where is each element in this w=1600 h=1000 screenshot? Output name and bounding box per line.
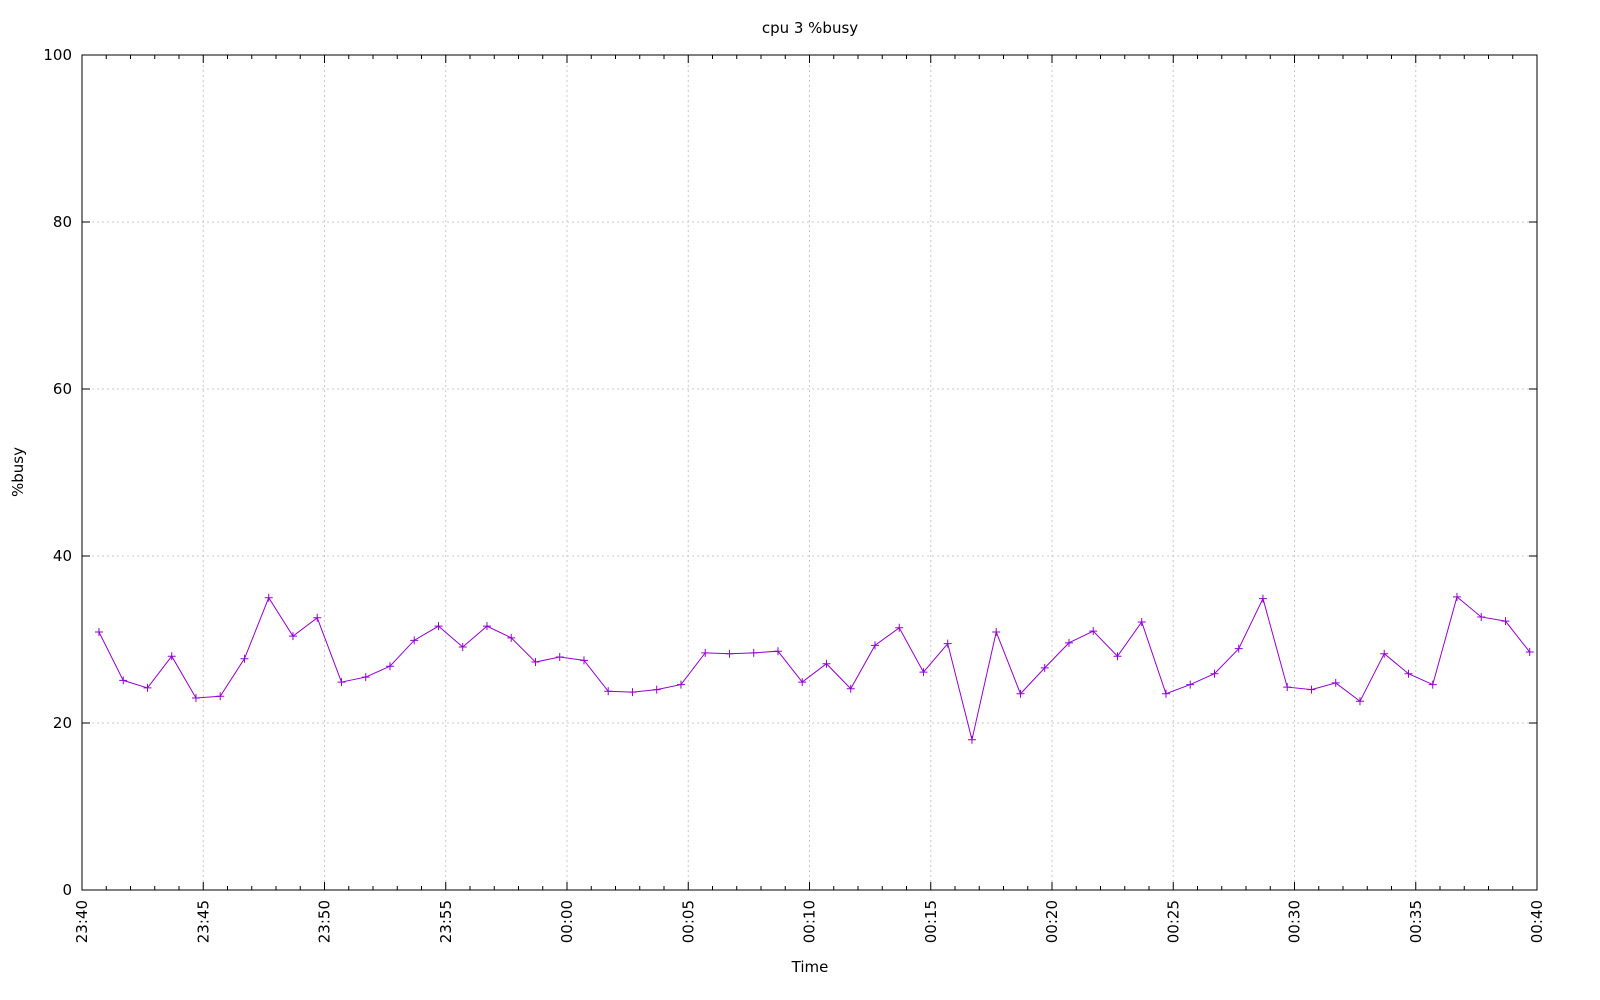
data-point — [895, 623, 904, 632]
data-point — [555, 653, 564, 662]
y-tick-label: 0 — [62, 881, 72, 899]
data-point — [264, 593, 273, 602]
data-point — [94, 627, 103, 636]
x-tick-label: 00:15 — [922, 900, 940, 943]
data-point — [1501, 617, 1510, 626]
x-tick-label: 23:45 — [194, 900, 212, 943]
data-point — [1064, 638, 1073, 647]
data-point — [410, 636, 419, 645]
data-point — [992, 627, 1001, 636]
data-point — [1016, 689, 1025, 698]
data-point — [458, 643, 467, 652]
data-point — [676, 680, 685, 689]
plot-frame — [81, 54, 1538, 891]
data-point — [1404, 669, 1413, 678]
data-point — [846, 684, 855, 693]
data-point — [119, 676, 128, 685]
data-point — [919, 668, 928, 677]
x-tick-label: 00:00 — [558, 900, 576, 943]
data-point — [361, 673, 370, 682]
x-tick-label: 00:10 — [801, 900, 819, 943]
data-point — [1307, 685, 1316, 694]
data-point — [628, 688, 637, 697]
data-point — [1331, 678, 1340, 687]
data-point — [240, 654, 249, 663]
x-tick-label: 23:40 — [73, 900, 91, 943]
data-point — [1210, 669, 1219, 678]
data-point — [507, 633, 516, 642]
data-point — [434, 622, 443, 631]
data-point — [604, 687, 613, 696]
data-point — [1186, 680, 1195, 689]
data-point — [701, 648, 710, 657]
data-point — [313, 613, 322, 622]
data-point — [1428, 680, 1437, 689]
data-point — [482, 622, 491, 631]
data-point — [1525, 648, 1534, 657]
data-point — [1283, 683, 1292, 692]
y-tick-label: 80 — [53, 213, 72, 231]
x-tick-label: 00:30 — [1286, 900, 1304, 943]
data-point — [1452, 592, 1461, 601]
x-tick-label: 00:35 — [1407, 900, 1425, 943]
data-point — [167, 652, 176, 661]
data-point — [1040, 663, 1049, 672]
data-point — [1137, 617, 1146, 626]
data-point — [1258, 594, 1267, 603]
data-point — [725, 649, 734, 658]
x-tick-label: 23:55 — [437, 900, 455, 943]
y-tick-label: 40 — [53, 547, 72, 565]
data-point — [143, 683, 152, 692]
data-point — [1355, 697, 1364, 706]
data-point — [1380, 649, 1389, 658]
data-point — [1161, 689, 1170, 698]
chart-title: cpu 3 %busy — [762, 19, 858, 37]
data-point — [1113, 652, 1122, 661]
y-tick-label: 100 — [43, 46, 72, 64]
data-point — [798, 678, 807, 687]
data-point — [749, 648, 758, 657]
x-tick-label: 00:05 — [679, 900, 697, 943]
data-point — [1089, 627, 1098, 636]
data-point — [337, 678, 346, 687]
data-point — [652, 685, 661, 694]
data-point — [1477, 612, 1486, 621]
x-tick-label: 00:25 — [1164, 900, 1182, 943]
data-point — [191, 693, 200, 702]
data-point — [216, 692, 225, 701]
data-point — [870, 641, 879, 650]
x-tick-label: 23:50 — [316, 900, 334, 943]
data-point — [1234, 644, 1243, 653]
y-tick-label: 60 — [53, 380, 72, 398]
x-axis-label: Time — [791, 958, 829, 976]
y-axis-label: %busy — [9, 447, 27, 497]
data-point — [288, 632, 297, 641]
data-point — [579, 656, 588, 665]
x-tick-label: 00:40 — [1528, 900, 1546, 943]
data-point — [943, 639, 952, 648]
data-point — [967, 735, 976, 744]
data-point — [773, 647, 782, 656]
data-point — [822, 659, 831, 668]
data-point — [385, 662, 394, 671]
y-tick-label: 20 — [53, 714, 72, 732]
data-point — [531, 658, 540, 667]
x-tick-label: 00:20 — [1043, 900, 1061, 943]
data-line — [98, 596, 1531, 740]
